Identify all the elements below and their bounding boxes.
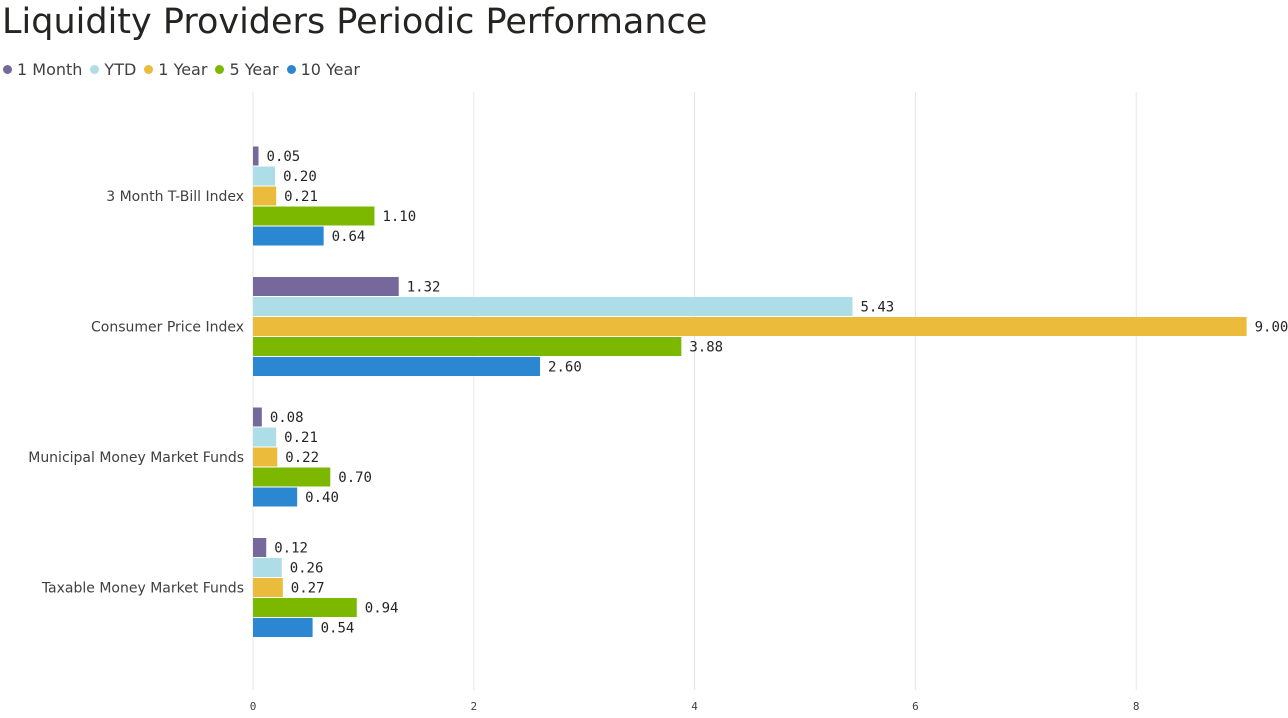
data-label: 9.00 — [1255, 320, 1288, 336]
data-label: 5.43 — [860, 300, 894, 316]
bar[interactable] — [253, 297, 853, 316]
bar[interactable] — [253, 337, 682, 356]
data-label: 2.60 — [548, 360, 582, 376]
bar[interactable] — [253, 146, 259, 166]
category-label: Consumer Price Index — [91, 320, 244, 336]
chart-title: Liquidity Providers Periodic Performance — [2, 2, 708, 42]
data-label: 1.10 — [382, 209, 416, 225]
bar[interactable] — [253, 166, 276, 186]
category-label: 3 Month T-Bill Index — [106, 189, 244, 205]
bar[interactable] — [253, 618, 313, 637]
x-axis-ticks: 0 2 4 6 8 — [250, 700, 1140, 713]
data-labels: 0.05 0.20 0.21 1.10 0.64 1.32 5.43 9.00 3.88 2.60… — [267, 149, 1288, 637]
bar[interactable] — [253, 407, 262, 427]
data-label: 0.08 — [270, 410, 304, 426]
legend-item[interactable]: YTD — [90, 60, 136, 79]
bar[interactable] — [253, 186, 277, 206]
bar[interactable] — [253, 487, 298, 507]
category-label: Taxable Money Market Funds — [41, 581, 244, 597]
legend-marker — [144, 64, 154, 74]
data-label: 0.20 — [283, 169, 317, 185]
data-label: 0.94 — [365, 601, 399, 617]
bars — [253, 146, 1247, 637]
legend-marker — [286, 64, 296, 74]
data-label: 0.27 — [291, 581, 325, 597]
legend-item[interactable]: 5 Year — [215, 59, 279, 79]
grid-lines — [252, 92, 1137, 690]
bar[interactable] — [253, 357, 541, 376]
bar[interactable] — [253, 447, 278, 467]
x-tick-label: 8 — [1133, 700, 1140, 713]
legend-marker — [3, 64, 12, 74]
data-label: 0.21 — [284, 189, 318, 205]
data-label: 0.40 — [305, 490, 339, 506]
bar[interactable] — [253, 277, 399, 296]
legend-item[interactable]: 1 Month — [3, 60, 82, 79]
data-label: 0.05 — [267, 149, 301, 165]
x-tick-label: 6 — [912, 700, 919, 713]
data-label: 0.22 — [285, 450, 319, 466]
category-label: Municipal Money Market Funds — [28, 450, 244, 466]
x-tick-label: 4 — [691, 700, 698, 713]
legend-item[interactable]: 1 Year — [144, 60, 207, 79]
bar[interactable] — [253, 427, 277, 447]
data-label: 0.64 — [332, 229, 366, 245]
legend-item[interactable]: 10 Year — [286, 59, 360, 79]
data-label: 1.32 — [407, 280, 441, 296]
legend-label: 1 Month — [17, 59, 83, 79]
data-label: 3.88 — [689, 340, 723, 356]
bar[interactable] — [253, 226, 324, 246]
data-label: 0.26 — [290, 561, 324, 577]
data-label: 0.54 — [321, 621, 355, 637]
data-label: 0.21 — [284, 430, 318, 446]
x-tick-label: 0 — [250, 700, 257, 713]
legend-label: 10 Year — [300, 59, 360, 79]
category-labels: 3 Month T-Bill Index Consumer Price Index… — [28, 189, 244, 597]
x-tick-label: 2 — [470, 700, 477, 713]
bar[interactable] — [253, 578, 283, 597]
bar[interactable] — [253, 538, 267, 557]
bar[interactable] — [253, 558, 282, 577]
legend-label: YTD — [104, 59, 137, 79]
legend-marker — [90, 64, 100, 74]
bar[interactable] — [253, 467, 331, 487]
data-label: 0.12 — [274, 541, 308, 557]
bar[interactable] — [253, 206, 375, 226]
legend: 1 Month YTD 1 Year 5 Year 10 Year — [3, 58, 368, 80]
bar[interactable] — [253, 598, 357, 617]
legend-label: 1 Year — [158, 59, 208, 79]
data-label: 0.70 — [338, 470, 372, 486]
bar[interactable] — [253, 317, 1247, 336]
legend-label: 5 Year — [229, 59, 279, 79]
legend-marker — [215, 64, 225, 74]
